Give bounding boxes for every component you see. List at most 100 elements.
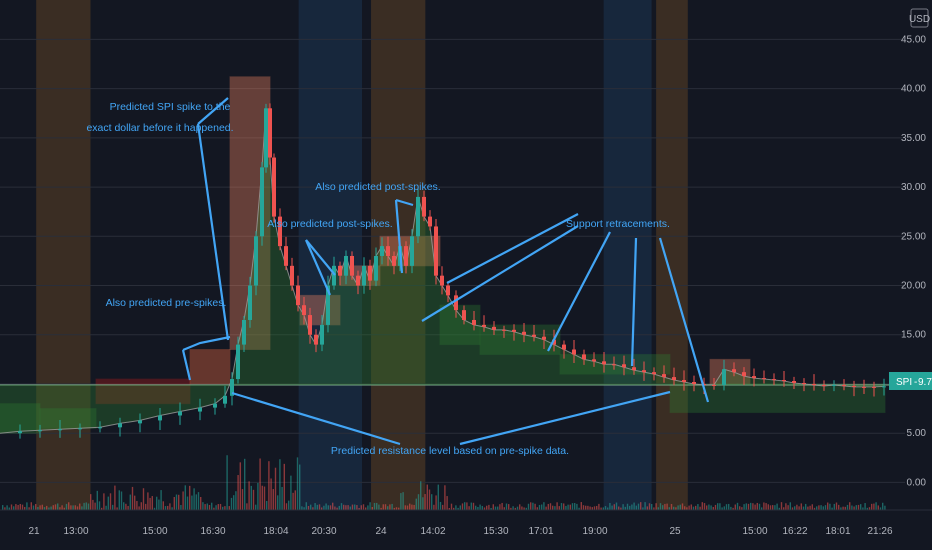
volume-bar <box>373 502 376 510</box>
candle-body <box>158 415 162 421</box>
candle-body <box>682 380 686 383</box>
volume-bar <box>4 507 6 510</box>
candle-body <box>38 430 42 432</box>
volume-bar <box>862 507 864 510</box>
volume-bar <box>74 505 76 510</box>
volume-bar <box>684 506 686 510</box>
volume-bar <box>105 505 107 510</box>
volume-bar <box>884 505 886 510</box>
volume-bar <box>149 497 151 510</box>
volume-bar <box>798 506 800 510</box>
volume-bar <box>378 504 380 510</box>
volume-bar <box>618 506 620 510</box>
volume-bar <box>382 504 384 510</box>
volume-bar <box>844 506 846 510</box>
annotation-arrow-12 <box>658 237 710 403</box>
volume-bar <box>688 505 690 510</box>
volume-bar <box>635 505 637 510</box>
volume-bar <box>118 490 120 510</box>
volume-bar <box>499 504 501 510</box>
volume-bar <box>666 503 668 510</box>
volume-bar <box>215 505 217 510</box>
volume-bar <box>488 504 490 510</box>
volume-bar <box>613 504 615 510</box>
prediction-box-12 <box>669 383 886 414</box>
volume-bar <box>391 503 393 510</box>
candle-body <box>242 319 246 345</box>
volume-bar <box>24 506 26 510</box>
volume-bar <box>197 492 200 510</box>
volume-bar <box>272 489 274 510</box>
volume-bar <box>732 507 734 510</box>
volume-bar <box>673 506 675 510</box>
volume-bar <box>151 496 153 510</box>
volume-bar <box>417 494 420 510</box>
candle-body <box>440 275 444 286</box>
annotation-arrows <box>181 97 710 446</box>
volume-bar <box>424 494 426 510</box>
volume-bar <box>70 505 72 510</box>
annotation-arrow-9 <box>421 225 579 322</box>
volume-bar <box>470 502 472 510</box>
volume-bar <box>846 504 849 510</box>
volume-bar <box>835 502 838 510</box>
candle-body <box>422 196 426 217</box>
volume-bar <box>802 506 805 510</box>
volume-bar <box>640 502 642 510</box>
candle-body <box>752 376 756 379</box>
volume-bar <box>54 504 57 510</box>
volume-bar <box>664 503 666 510</box>
candle-body <box>712 384 716 386</box>
candle-body <box>326 285 330 325</box>
x-tick-label-8: 15:30 <box>483 526 508 537</box>
volume-bar <box>576 503 578 510</box>
volume-bar <box>422 497 424 510</box>
volume-bar <box>747 503 750 510</box>
volume-bar <box>57 503 59 510</box>
candle-body <box>772 379 776 381</box>
candle-body <box>492 326 496 330</box>
volume-bar <box>277 495 279 510</box>
volume-bar <box>400 493 402 510</box>
volume-bar <box>455 505 457 510</box>
volume-bar <box>776 503 778 510</box>
volume-bar <box>490 507 492 510</box>
candle-body <box>462 310 466 320</box>
annotation-label-4: Also predicted post-spikes. <box>315 181 440 193</box>
volume-bar <box>741 507 743 510</box>
volume-bar <box>8 507 10 510</box>
volume-bar <box>426 484 428 510</box>
volume-bar <box>112 504 114 510</box>
annotation-arrow-0 <box>197 97 229 125</box>
candle-body <box>642 370 646 373</box>
candle-body <box>612 364 616 366</box>
volume-bar <box>321 507 323 510</box>
candle-body <box>592 359 596 362</box>
volume-bar <box>281 486 283 510</box>
volume-bar <box>545 506 547 510</box>
volume-bar <box>558 506 560 510</box>
volume-bar <box>307 505 310 510</box>
volume-bar <box>483 507 486 510</box>
volume-bar <box>274 467 277 510</box>
volume-bar <box>699 506 701 510</box>
volume-bar <box>659 503 662 510</box>
y-tick-label-9: 0.00 <box>907 477 927 488</box>
volume-bar <box>68 502 70 510</box>
candle-body <box>872 386 876 388</box>
candle-body <box>356 275 360 286</box>
currency-badge[interactable]: USD <box>909 8 930 28</box>
volume-bar <box>552 505 554 510</box>
volume-bar <box>833 503 835 510</box>
volume-bar <box>873 503 875 510</box>
volume-bar <box>244 458 246 510</box>
volume-bar <box>778 507 780 510</box>
volume-bar <box>822 506 824 510</box>
volume-bar <box>571 503 574 510</box>
volume-bar <box>310 504 312 510</box>
volume-bar <box>32 505 35 510</box>
volume-bar <box>61 505 63 510</box>
annotation-arrow-5 <box>305 239 336 276</box>
candle-body <box>632 367 636 371</box>
